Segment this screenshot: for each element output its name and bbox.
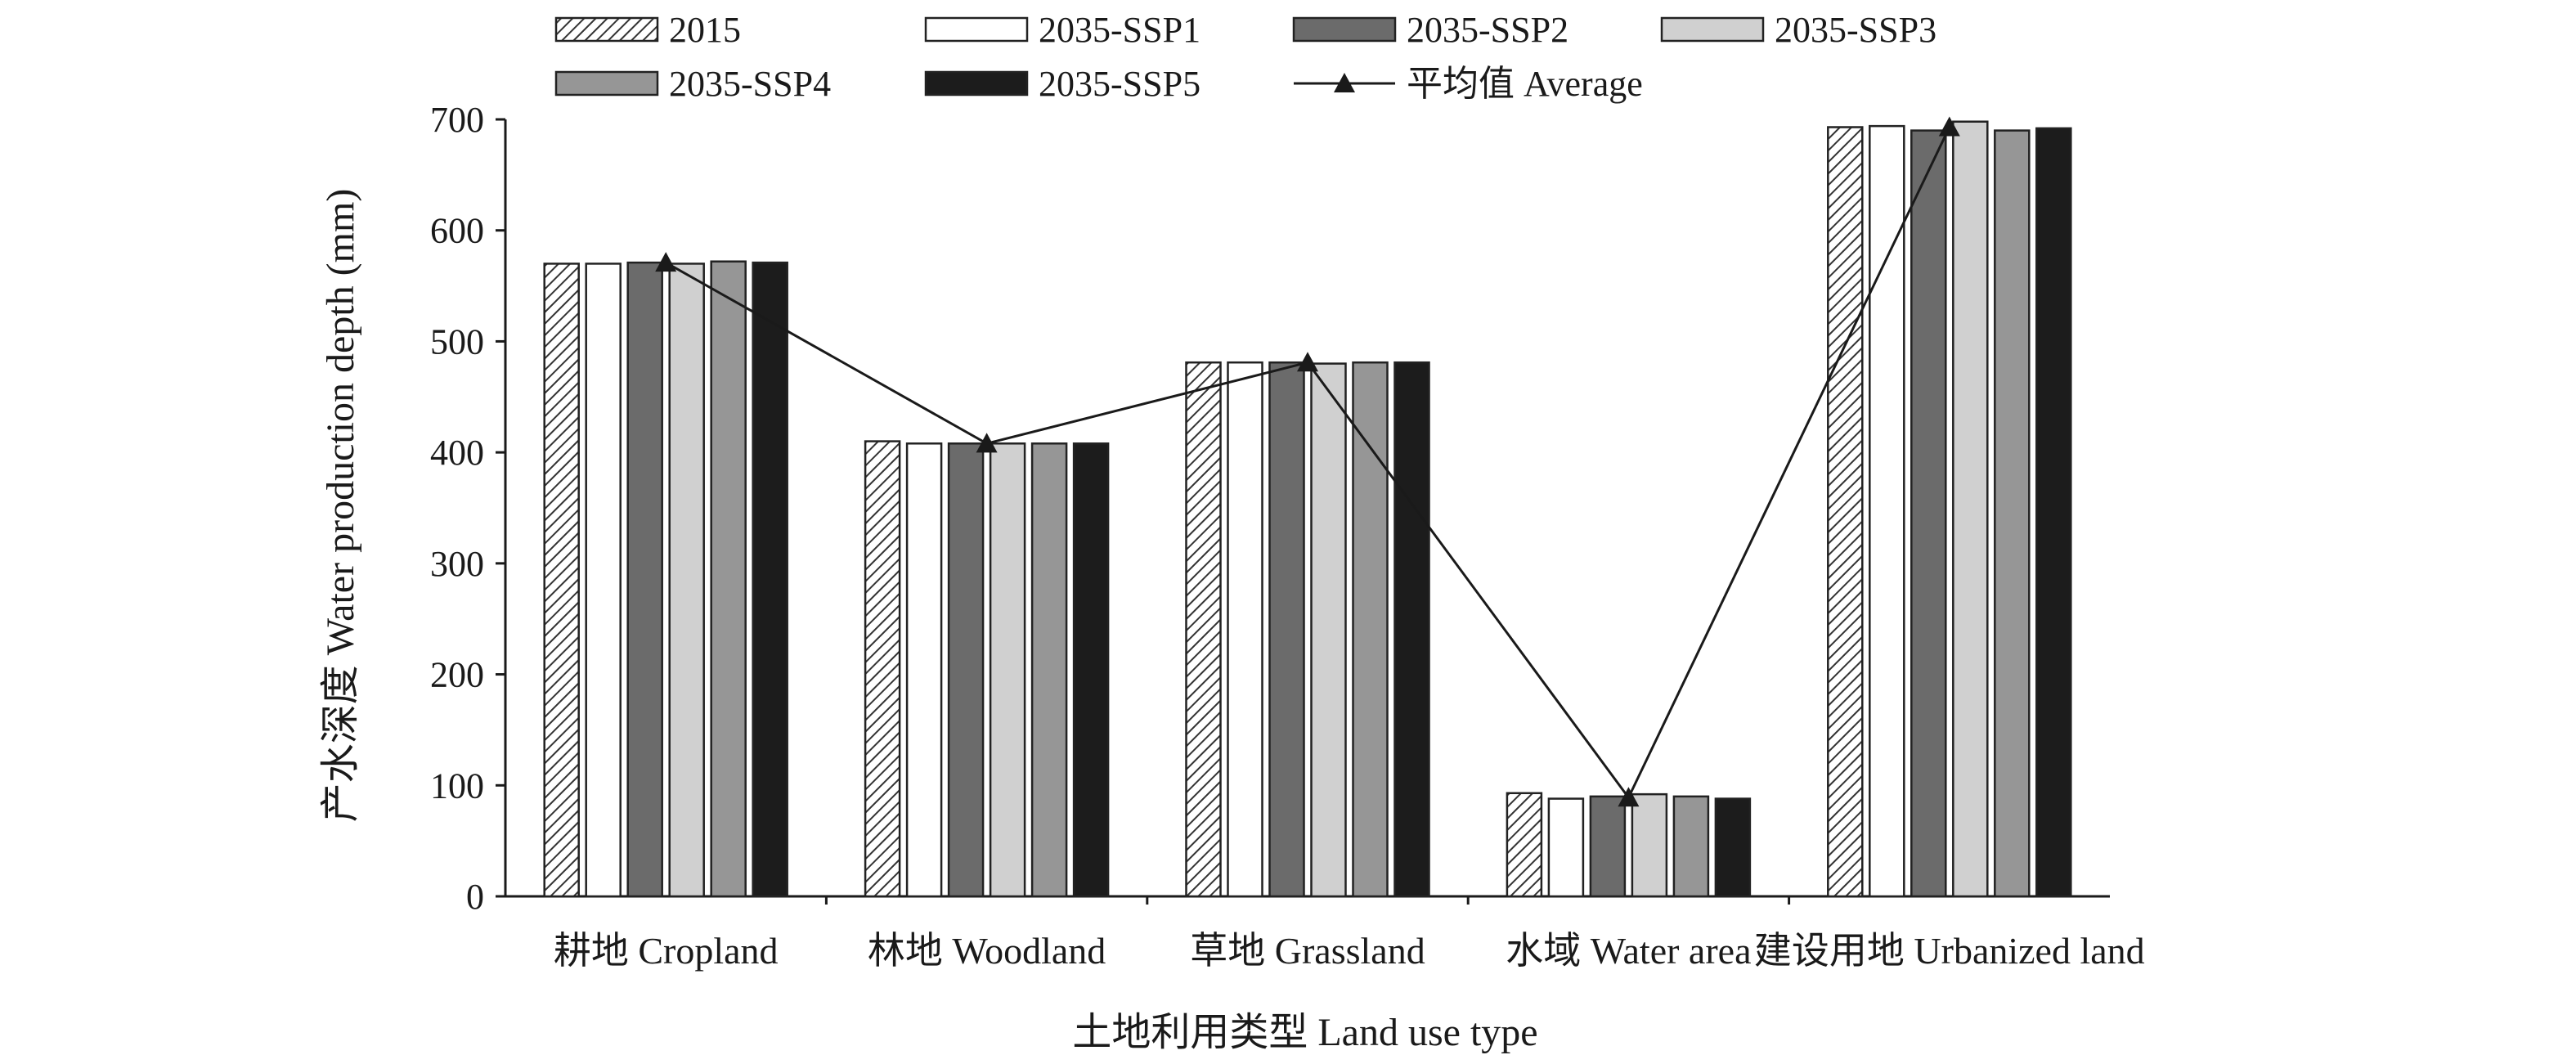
bar — [1869, 124, 1905, 898]
average-line — [655, 116, 1960, 807]
y-tick-label: 600 — [430, 211, 484, 251]
x-category-label: 草地 Grassland — [1190, 930, 1425, 972]
legend-swatch — [1292, 16, 1397, 43]
average-point — [655, 252, 677, 272]
y-tick-label: 400 — [430, 433, 484, 473]
bar — [2035, 127, 2072, 898]
y-tick-label: 0 — [466, 877, 484, 917]
average-point — [1297, 352, 1318, 372]
legend-swatch — [924, 16, 1029, 43]
x-category-label: 林地 Woodland — [868, 930, 1106, 972]
bar — [1310, 362, 1347, 898]
bar — [1631, 792, 1668, 898]
axes: 0 100 200 300 400 500 600 700 耕地 Cropland 林地 Wood… — [430, 100, 2145, 972]
average-line-path — [665, 126, 1951, 801]
legend-label: 2035-SSP4 — [669, 64, 831, 104]
bar — [1547, 797, 1585, 898]
bar — [1952, 120, 1989, 898]
legend-label: 2035-SSP2 — [1407, 10, 1568, 50]
y-tick-label: 500 — [430, 321, 484, 361]
bar — [864, 440, 901, 898]
bar — [989, 442, 1026, 898]
x-category-label: 建设用地 Urbanized land — [1754, 930, 2145, 972]
legend-label: 2035-SSP3 — [1775, 10, 1936, 50]
bar — [668, 263, 705, 898]
legend-label: 2035-SSP1 — [1039, 10, 1200, 50]
bar — [1910, 129, 1947, 898]
bar — [1227, 361, 1263, 898]
legend-swatch — [924, 70, 1029, 97]
legend-label: 2035-SSP5 — [1039, 64, 1200, 104]
x-axis-title: 土地利用类型 Land use type — [1072, 1011, 1537, 1054]
legend-label: 平均值 Average — [1407, 64, 1643, 104]
bar — [585, 263, 622, 898]
bar — [626, 261, 663, 898]
y-tick-label: 100 — [430, 765, 484, 806]
y-tick-label: 700 — [430, 100, 484, 140]
x-category-label: 耕地 Cropland — [554, 930, 779, 972]
legend-swatch — [554, 16, 659, 43]
legend-label: 2015 — [669, 10, 741, 50]
y-tick-label: 200 — [430, 655, 484, 695]
legend: 2015 2035-SSP1 2035-SSP2 2035-SSP3 2035-SSP4… — [554, 10, 1936, 104]
bar — [1352, 361, 1389, 898]
legend-marker — [1334, 73, 1355, 93]
bar — [1994, 129, 2031, 898]
bar — [1589, 795, 1627, 898]
bar — [1030, 442, 1068, 898]
bar — [1672, 795, 1710, 898]
y-tick-label: 300 — [430, 544, 484, 584]
legend-swatch — [1660, 16, 1765, 43]
x-category-label: 水域 Water area — [1506, 930, 1751, 972]
y-axis-title: 产水深度 Water production depth (mm) — [319, 189, 362, 823]
average-point — [1938, 116, 1960, 137]
bar — [1185, 361, 1222, 898]
bar — [710, 260, 747, 898]
bar — [543, 263, 580, 898]
bars — [543, 120, 2072, 898]
bar — [1827, 126, 1864, 898]
legend-swatch — [554, 70, 659, 97]
average-point — [976, 433, 998, 453]
bar — [752, 261, 788, 898]
bar — [1393, 361, 1430, 898]
bar — [1268, 361, 1305, 898]
bar — [1072, 442, 1110, 898]
bar — [905, 442, 943, 898]
bar — [1714, 797, 1752, 898]
bar — [947, 442, 985, 898]
average-point — [1618, 787, 1640, 807]
bar — [1506, 792, 1543, 898]
